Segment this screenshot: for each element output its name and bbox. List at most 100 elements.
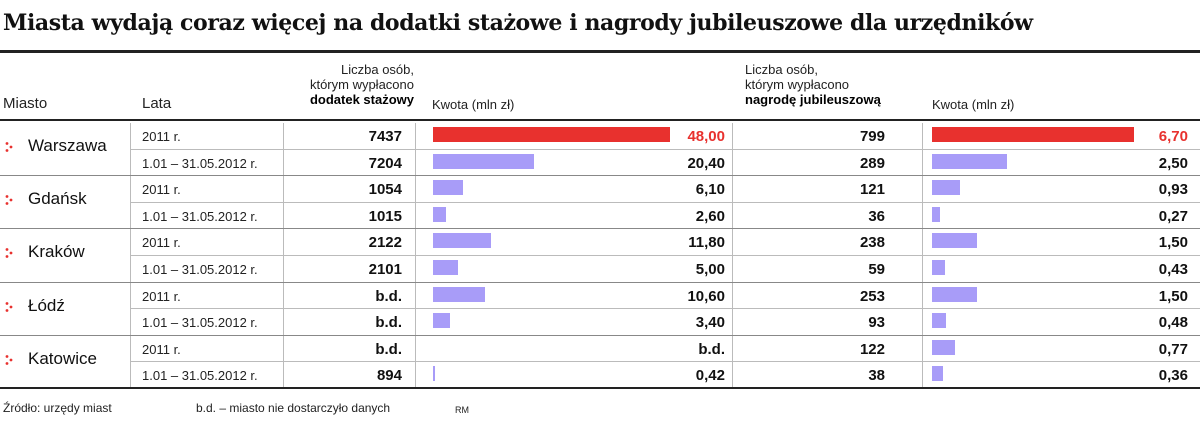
chevron-right-icon (5, 248, 13, 259)
count1-value: 2101 (368, 261, 402, 278)
city-name: Katowice (28, 348, 97, 368)
footer-note: b.d. – miasto nie dostarczyło danych (196, 401, 391, 415)
count1-value: 2122 (368, 234, 402, 252)
count1-value: b.d. (375, 314, 402, 332)
chevron-right-icon (5, 195, 13, 206)
year-label: 2011 r. (142, 182, 181, 198)
header-amount1: Kwota (mln zł) (432, 97, 515, 112)
count1-value: b.d. (375, 287, 402, 305)
count1-value: 894 (376, 367, 402, 385)
city-cell: Gdańsk (0, 176, 130, 228)
amount2-bar (932, 313, 947, 329)
header-years: Lata (142, 95, 172, 112)
table-row: 2011 r. 1054 6,10 121 0,93 (0, 176, 1200, 202)
amount1-bar (433, 153, 534, 169)
amount2-value: 6,70 (1158, 128, 1188, 145)
row-separator (130, 361, 1200, 363)
city-name: Gdańsk (28, 189, 87, 209)
table-row: 2011 r. b.d. 10,60 253 1,50 (0, 283, 1200, 309)
city-name: Warszawa (28, 136, 107, 155)
count2-value: 38 (868, 367, 885, 385)
amount2-bar (932, 180, 961, 196)
amount1-value: 5,00 (695, 261, 725, 278)
amount2-bar (932, 286, 978, 302)
amount2-bar (932, 339, 956, 355)
count1-value: 7204 (368, 154, 402, 172)
city-cell: Kraków (0, 229, 130, 281)
city-separator (0, 281, 1200, 283)
row-separator (130, 148, 1200, 150)
chart-title: Miasta wydają coraz więcej na dodatki st… (3, 10, 1033, 36)
amount1-value: 3,40 (695, 314, 725, 332)
count1-value: 7437 (368, 128, 402, 145)
table-row: 1.01 – 31.05.2012 r. 1015 2,60 36 0,27 (0, 203, 1200, 229)
city-separator (0, 228, 1200, 230)
city-cell: Katowice (0, 336, 130, 388)
amount2-value: 0,36 (1158, 367, 1188, 385)
count1-value: 1015 (368, 207, 402, 225)
amount1-value: 6,10 (695, 181, 725, 199)
amount2-bar (932, 153, 1008, 169)
amount1-bar (433, 233, 492, 249)
header-count2-line1: Liczba osób, (745, 62, 818, 77)
amount1-value: 11,80 (688, 234, 725, 252)
amount2-value: 0,77 (1158, 340, 1188, 358)
amount2-value: 0,93 (1158, 181, 1188, 199)
table-row: 1.01 – 31.05.2012 r. b.d. 3,40 93 0,48 (0, 309, 1200, 335)
year-label: 1.01 – 31.05.2012 r. (142, 208, 258, 224)
count2-value: 36 (868, 207, 885, 225)
count2-value: 238 (859, 234, 885, 252)
header-count2-line2: którym wypłacono (745, 77, 850, 92)
header-city: Miasto (3, 95, 48, 112)
amount1-value: 20,40 (687, 154, 725, 172)
amount2-value: 2,50 (1158, 154, 1188, 172)
count2-value: 799 (859, 128, 885, 145)
amount1-bar (433, 260, 458, 275)
amount1-value: 0,42 (695, 367, 725, 385)
header-rule (0, 119, 1200, 121)
header-count1-line1: Liczba osób, (341, 62, 414, 77)
header-count2-line3: nagrodę jubileuszową (745, 92, 881, 107)
amount2-bar (932, 260, 945, 275)
count1-value: b.d. (375, 340, 402, 358)
year-label: 2011 r. (142, 341, 181, 357)
amount2-bar (932, 206, 941, 222)
count2-value: 121 (859, 181, 885, 199)
count2-value: 253 (859, 287, 885, 305)
city-name: Łódź (28, 295, 65, 315)
row-separator (130, 201, 1200, 203)
table-row: 1.01 – 31.05.2012 r. 894 0,42 38 0,36 (0, 362, 1200, 388)
amount2-bar (932, 127, 1134, 142)
amount1-bar (433, 206, 446, 222)
count2-value: 122 (859, 340, 885, 358)
amount1-value: 10,60 (687, 287, 725, 305)
amount1-bar (433, 286, 486, 302)
year-label: 1.01 – 31.05.2012 r. (142, 315, 258, 331)
count1-value: 1054 (368, 181, 402, 199)
bottom-rule (0, 387, 1200, 389)
header-count1-line2: którym wypłacono (309, 77, 414, 92)
table-row: 2011 r. b.d. b.d. 122 0,77 (0, 336, 1200, 362)
footer-initials: RM (455, 405, 469, 415)
city-separator (0, 175, 1200, 177)
year-label: 2011 r. (142, 235, 181, 251)
header-count2: Liczba osób, którym wypłacono nagrodę ju… (745, 62, 925, 107)
top-rule (0, 50, 1200, 53)
year-label: 1.01 – 31.05.2012 r. (142, 368, 258, 384)
chevron-right-icon (5, 142, 13, 152)
amount1-bar (433, 313, 450, 329)
amount1-bar (433, 127, 670, 142)
city-name: Kraków (28, 242, 85, 262)
amount1-value: b.d. (698, 340, 725, 358)
table-row: 2011 r. 2122 11,80 238 1,50 (0, 229, 1200, 255)
amount1-bar (433, 180, 464, 196)
city-separator (0, 334, 1200, 336)
year-label: 1.01 – 31.05.2012 r. (142, 262, 258, 277)
chevron-right-icon (5, 354, 13, 365)
city-cell: Łódź (0, 283, 130, 335)
footer-source: Źródło: urzędy miast (3, 401, 112, 415)
amount2-value: 1,50 (1158, 234, 1188, 252)
table-row: 1.01 – 31.05.2012 r. 7204 20,40 289 2,50 (0, 150, 1200, 176)
row-separator (130, 308, 1200, 310)
amount2-value: 0,43 (1158, 261, 1188, 278)
